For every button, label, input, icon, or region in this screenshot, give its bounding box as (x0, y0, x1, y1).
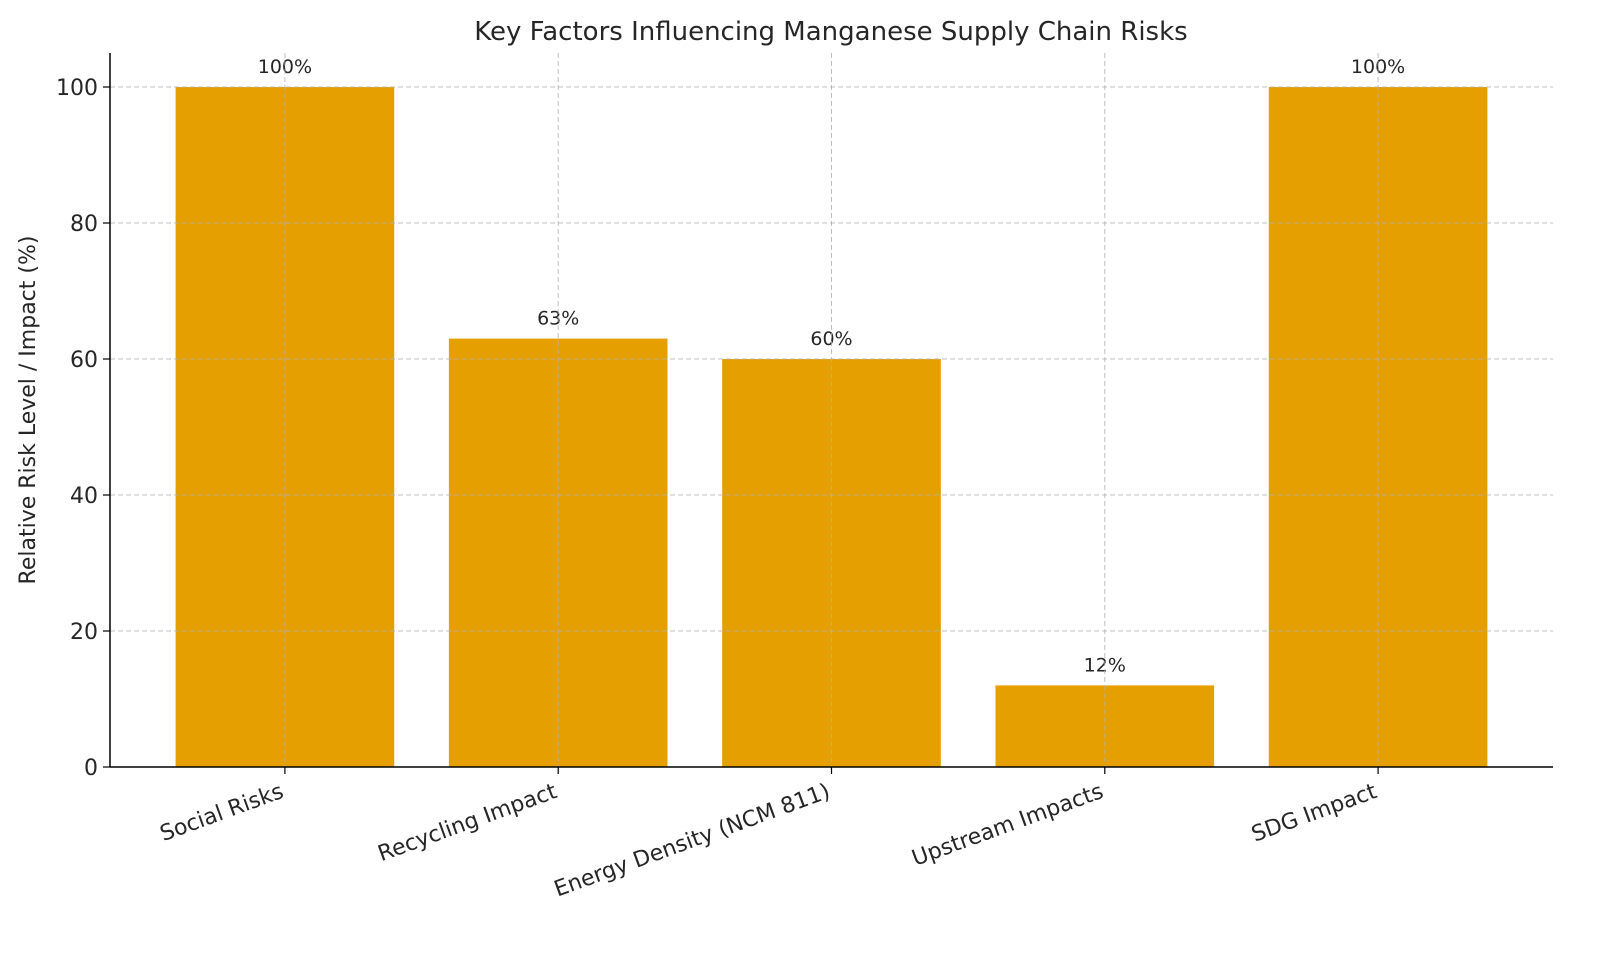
data-label: 100% (1351, 56, 1405, 78)
chart-title: Key Factors Influencing Manganese Supply… (474, 17, 1187, 47)
x-tick-label: Recycling Impact (375, 779, 561, 867)
y-ticks: 0 20 40 60 80 100 (56, 76, 110, 781)
grid (110, 53, 1553, 767)
y-tick-label: 60 (70, 348, 98, 373)
y-tick-label: 0 (84, 756, 98, 781)
x-tick-label: Energy Density (NCM 811) (551, 779, 834, 902)
y-tick-label: 40 (70, 484, 98, 509)
data-label: 100% (258, 56, 312, 78)
axes (109, 53, 1553, 768)
y-axis-label: Relative Risk Level / Impact (%) (16, 236, 41, 585)
data-label: 60% (810, 328, 852, 350)
y-tick-label: 100 (56, 76, 98, 101)
x-tick-label: Upstream Impacts (909, 779, 1107, 871)
y-tick-label: 80 (70, 212, 98, 237)
y-tick-label: 20 (70, 620, 98, 645)
x-tick-label: SDG Impact (1248, 779, 1380, 847)
bar (722, 359, 941, 767)
x-tick-label: Social Risks (157, 779, 287, 847)
